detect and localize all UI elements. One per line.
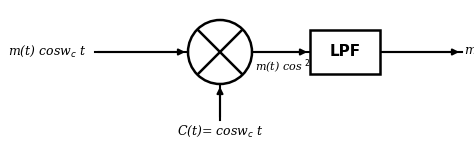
- Bar: [310, 30, 380, 74]
- Text: C(t)= cosw$_c$ t: C(t)= cosw$_c$ t: [177, 124, 264, 139]
- Text: m(t) cosw$_c$ t: m(t) cosw$_c$ t: [8, 43, 87, 59]
- Text: LPF: LPF: [329, 45, 361, 59]
- Text: m(t) cos $^2$w$_c$ t: m(t) cos $^2$w$_c$ t: [255, 58, 334, 76]
- Text: m(t): m(t): [464, 45, 474, 57]
